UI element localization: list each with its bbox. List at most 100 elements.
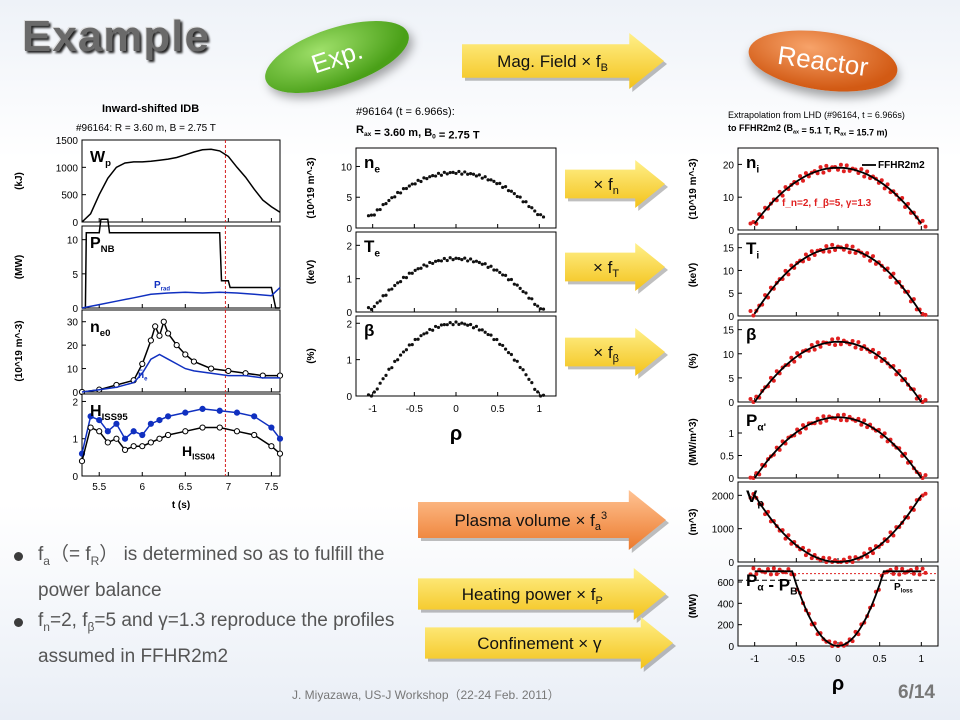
profile-point bbox=[483, 330, 487, 334]
profile-point bbox=[375, 208, 379, 212]
profile-point bbox=[748, 572, 753, 577]
profile-point bbox=[512, 358, 516, 362]
label-part: i bbox=[756, 250, 759, 261]
profile-point bbox=[431, 261, 435, 266]
x-tick-label: 0 bbox=[453, 404, 459, 415]
y-tick-label: 2 bbox=[346, 241, 352, 252]
profile-point bbox=[486, 265, 490, 269]
profile-point bbox=[521, 200, 525, 204]
profile-point bbox=[751, 566, 756, 571]
arrow-shape bbox=[565, 243, 665, 291]
profile-point bbox=[833, 343, 838, 348]
label-part: = 3.60 m, B bbox=[371, 127, 432, 139]
profile-point bbox=[428, 175, 432, 179]
profile-point bbox=[506, 189, 511, 193]
y-tick-label: 1 bbox=[346, 356, 352, 367]
y-tick-label: 1 bbox=[728, 429, 734, 440]
profile-point bbox=[445, 172, 449, 176]
profile-point bbox=[451, 258, 455, 262]
label-part: ax bbox=[793, 129, 799, 135]
label-part: T bbox=[364, 237, 375, 256]
profile-point bbox=[824, 418, 829, 423]
y-axis-label: (10^19 m^-3) bbox=[14, 320, 25, 381]
profile-point bbox=[396, 190, 400, 195]
x-tick-label: 0 bbox=[835, 654, 841, 665]
label-part: ISS95 bbox=[102, 412, 129, 423]
profile-point bbox=[387, 367, 391, 371]
y-tick-label: 0 bbox=[72, 472, 78, 483]
profile-point bbox=[401, 187, 406, 191]
profile-point bbox=[780, 193, 785, 198]
profile-point bbox=[451, 170, 455, 174]
right-chart-title: Extrapolation from LHD (#96164, t = 6.96… bbox=[728, 110, 905, 120]
profile-frame bbox=[355, 231, 557, 313]
profile-point bbox=[524, 373, 528, 377]
label-part: to FFHR2m2 (B bbox=[728, 123, 794, 133]
profile-point bbox=[404, 348, 409, 352]
profile-point bbox=[372, 390, 376, 394]
data-point bbox=[156, 435, 163, 442]
profile-point bbox=[503, 347, 508, 351]
profile-point bbox=[433, 259, 438, 263]
label-part: - P bbox=[764, 575, 790, 594]
profile-point bbox=[366, 305, 371, 310]
profile-frame bbox=[355, 315, 557, 397]
profile-point bbox=[492, 179, 496, 183]
profile-point bbox=[518, 286, 522, 290]
y-tick-label: 0 bbox=[728, 642, 734, 653]
profile-point bbox=[501, 273, 505, 277]
data-point bbox=[233, 409, 241, 416]
y-axis-label: (kJ) bbox=[14, 172, 25, 190]
profile-point bbox=[468, 322, 473, 327]
profile-point bbox=[466, 323, 470, 327]
profile-point bbox=[463, 322, 467, 326]
y-tick-label: 15 bbox=[723, 326, 735, 337]
data-point bbox=[173, 342, 180, 349]
profile-point bbox=[533, 209, 537, 213]
arrow-shape bbox=[425, 617, 673, 669]
arrow-label: Mag. Field × fB bbox=[497, 52, 608, 74]
y-tick-label: 0 bbox=[728, 226, 734, 237]
ploss-label: Ploss bbox=[894, 582, 913, 595]
data-point bbox=[251, 431, 258, 439]
left-chart-title: Inward-shifted IDB bbox=[102, 103, 199, 115]
bullet-dot bbox=[14, 552, 23, 561]
profile-point bbox=[390, 196, 394, 200]
label-part: W bbox=[90, 149, 106, 166]
data-point bbox=[208, 365, 215, 372]
profile-point bbox=[801, 423, 805, 428]
profile-point bbox=[445, 323, 449, 327]
profile-point bbox=[433, 174, 438, 178]
profile-point bbox=[398, 353, 403, 357]
x-tick-label: -0.5 bbox=[788, 654, 806, 665]
arrow-label-sup: 3 bbox=[601, 510, 607, 522]
data-point bbox=[147, 439, 154, 446]
profile-point bbox=[524, 291, 528, 295]
label-part: rad bbox=[161, 287, 171, 293]
profile-point bbox=[859, 347, 864, 352]
profile-point bbox=[425, 177, 429, 181]
y-tick-label: 5 bbox=[728, 289, 734, 300]
profile-point bbox=[830, 337, 835, 342]
profile-point bbox=[428, 327, 432, 332]
profile-point bbox=[384, 293, 388, 297]
arrow-label: × fβ bbox=[593, 343, 619, 365]
label-part: V bbox=[746, 487, 758, 506]
profile-point bbox=[477, 328, 481, 332]
label-part: ax bbox=[840, 132, 846, 138]
y-tick-label: 1 bbox=[346, 275, 352, 286]
data-point bbox=[121, 435, 129, 442]
x-axis-label: ρ bbox=[832, 673, 844, 695]
data-point bbox=[139, 431, 146, 439]
profile-point bbox=[512, 282, 516, 286]
profile-point bbox=[844, 418, 849, 423]
profile-point bbox=[390, 366, 394, 370]
label-part: ax bbox=[364, 131, 372, 138]
profile-point bbox=[404, 276, 409, 280]
bullet-item-fa: fa（= fR） is determined so as to fulfill … bbox=[14, 540, 424, 606]
arrow-shape bbox=[462, 33, 664, 89]
label-part: P bbox=[894, 582, 901, 593]
profile-point bbox=[442, 256, 446, 261]
profile-point bbox=[806, 257, 811, 262]
